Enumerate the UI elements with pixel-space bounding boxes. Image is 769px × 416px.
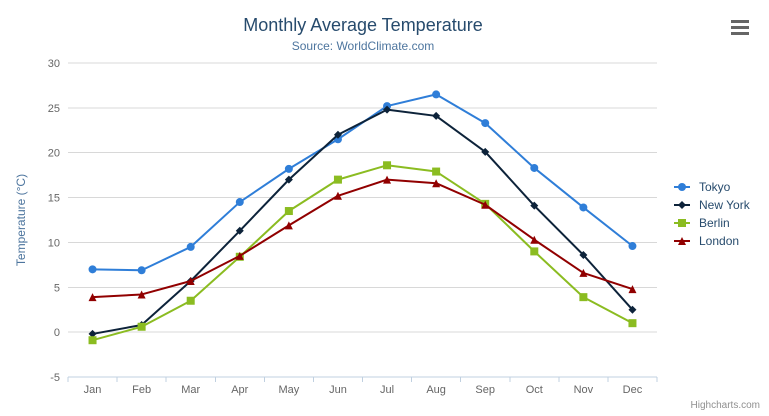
data-point-new-york[interactable] — [432, 111, 441, 120]
x-axis-label: Jun — [329, 384, 347, 396]
legend: Tokyo New York Berlin London — [674, 180, 750, 248]
data-point-london[interactable] — [137, 290, 146, 299]
data-point-new-york[interactable] — [481, 147, 490, 156]
data-point-london[interactable] — [481, 200, 490, 209]
series-line-new-york — [92, 108, 634, 335]
legend-item-tokyo[interactable]: Tokyo — [674, 180, 750, 194]
data-point-berlin[interactable] — [186, 296, 195, 305]
x-axis-label: Dec — [623, 384, 643, 396]
data-point-berlin[interactable] — [628, 319, 637, 328]
data-point-tokyo[interactable] — [628, 242, 637, 251]
data-point-tokyo[interactable] — [235, 198, 244, 207]
x-axis-label: Apr — [231, 384, 248, 396]
data-point-new-york[interactable] — [88, 329, 97, 338]
hamburger-icon — [731, 20, 749, 23]
data-point-london[interactable] — [186, 277, 195, 286]
legend-label: Berlin — [699, 216, 730, 230]
legend-symbol-marker — [678, 237, 686, 245]
context-menu-button[interactable] — [731, 20, 749, 35]
hamburger-icon — [731, 32, 749, 35]
data-point-new-york[interactable] — [284, 175, 293, 184]
chart-subtitle: Source: WorldClimate.com — [291, 39, 435, 53]
legend-symbol-marker — [678, 219, 686, 227]
data-point-berlin[interactable] — [579, 293, 588, 302]
legend-symbol-marker — [678, 183, 686, 191]
london-legend-marker-icon — [674, 237, 690, 245]
data-point-berlin[interactable] — [383, 161, 392, 170]
hamburger-icon — [731, 26, 749, 29]
data-point-tokyo[interactable] — [432, 90, 441, 99]
data-point-new-york[interactable] — [579, 250, 588, 259]
series-line-berlin — [92, 164, 633, 342]
data-point-tokyo[interactable] — [88, 265, 97, 274]
legend-label: New York — [699, 198, 750, 212]
series-line-tokyo — [92, 93, 634, 272]
legend-symbol-marker — [678, 201, 686, 209]
y-axis-label: 0 — [54, 327, 60, 339]
berlin-legend-marker-icon — [674, 219, 690, 227]
y-axis-title: Temperature (°C) — [14, 174, 28, 266]
data-point-london[interactable] — [579, 268, 588, 277]
y-axis-label: 5 — [54, 282, 60, 294]
y-axis-label: -5 — [50, 372, 60, 384]
tokyo-legend-marker-icon — [674, 183, 690, 191]
data-point-london[interactable] — [628, 285, 637, 294]
x-axis-label: Jul — [380, 384, 394, 396]
legend-item-berlin[interactable]: Berlin — [674, 216, 750, 230]
data-point-tokyo[interactable] — [186, 242, 195, 251]
data-point-new-york[interactable] — [235, 226, 244, 235]
data-point-new-york[interactable] — [628, 305, 637, 314]
data-point-berlin[interactable] — [137, 322, 146, 331]
legend-label: London — [699, 234, 740, 248]
data-point-new-york[interactable] — [333, 130, 342, 139]
new-york-legend-marker-icon — [674, 201, 690, 209]
data-point-london[interactable] — [530, 235, 539, 244]
data-point-london[interactable] — [88, 293, 97, 302]
legend-item-new-york[interactable]: New York — [674, 198, 750, 212]
data-point-london[interactable] — [432, 179, 441, 188]
y-axis-label: 25 — [48, 103, 60, 115]
data-point-tokyo[interactable] — [530, 163, 539, 172]
x-axis-label: Jan — [84, 384, 102, 396]
x-axis-label: Nov — [574, 384, 594, 396]
data-point-london[interactable] — [333, 191, 342, 200]
chart-title: Monthly Average Temperature — [243, 15, 483, 35]
x-axis-label: Mar — [181, 384, 200, 396]
data-point-berlin[interactable] — [284, 207, 293, 216]
data-point-new-york[interactable] — [530, 201, 539, 210]
data-point-london[interactable] — [284, 221, 293, 230]
data-point-tokyo[interactable] — [481, 119, 490, 128]
data-point-london[interactable] — [383, 175, 392, 184]
x-axis-label: Aug — [426, 384, 446, 396]
data-point-tokyo[interactable] — [284, 164, 293, 173]
data-point-berlin[interactable] — [88, 336, 97, 345]
y-axis-label: 10 — [48, 237, 60, 249]
data-point-tokyo[interactable] — [137, 266, 146, 275]
data-point-berlin[interactable] — [333, 175, 342, 184]
data-point-new-york[interactable] — [383, 105, 392, 114]
data-point-berlin[interactable] — [432, 167, 441, 176]
data-point-tokyo[interactable] — [579, 203, 588, 212]
credits-link[interactable]: Highcharts.com — [690, 400, 760, 411]
series-line-london — [92, 178, 633, 299]
data-point-london[interactable] — [235, 251, 244, 260]
x-axis-label: Sep — [475, 384, 495, 396]
legend-label: Tokyo — [699, 180, 731, 194]
data-point-berlin[interactable] — [530, 247, 539, 256]
y-axis-label: 20 — [48, 148, 60, 160]
x-axis-label: Feb — [132, 384, 151, 396]
y-axis-label: 30 — [48, 58, 60, 70]
y-axis-label: 15 — [48, 193, 60, 205]
legend-item-london[interactable]: London — [674, 234, 750, 248]
x-axis-label: Oct — [526, 384, 543, 396]
x-axis-label: May — [278, 384, 299, 396]
